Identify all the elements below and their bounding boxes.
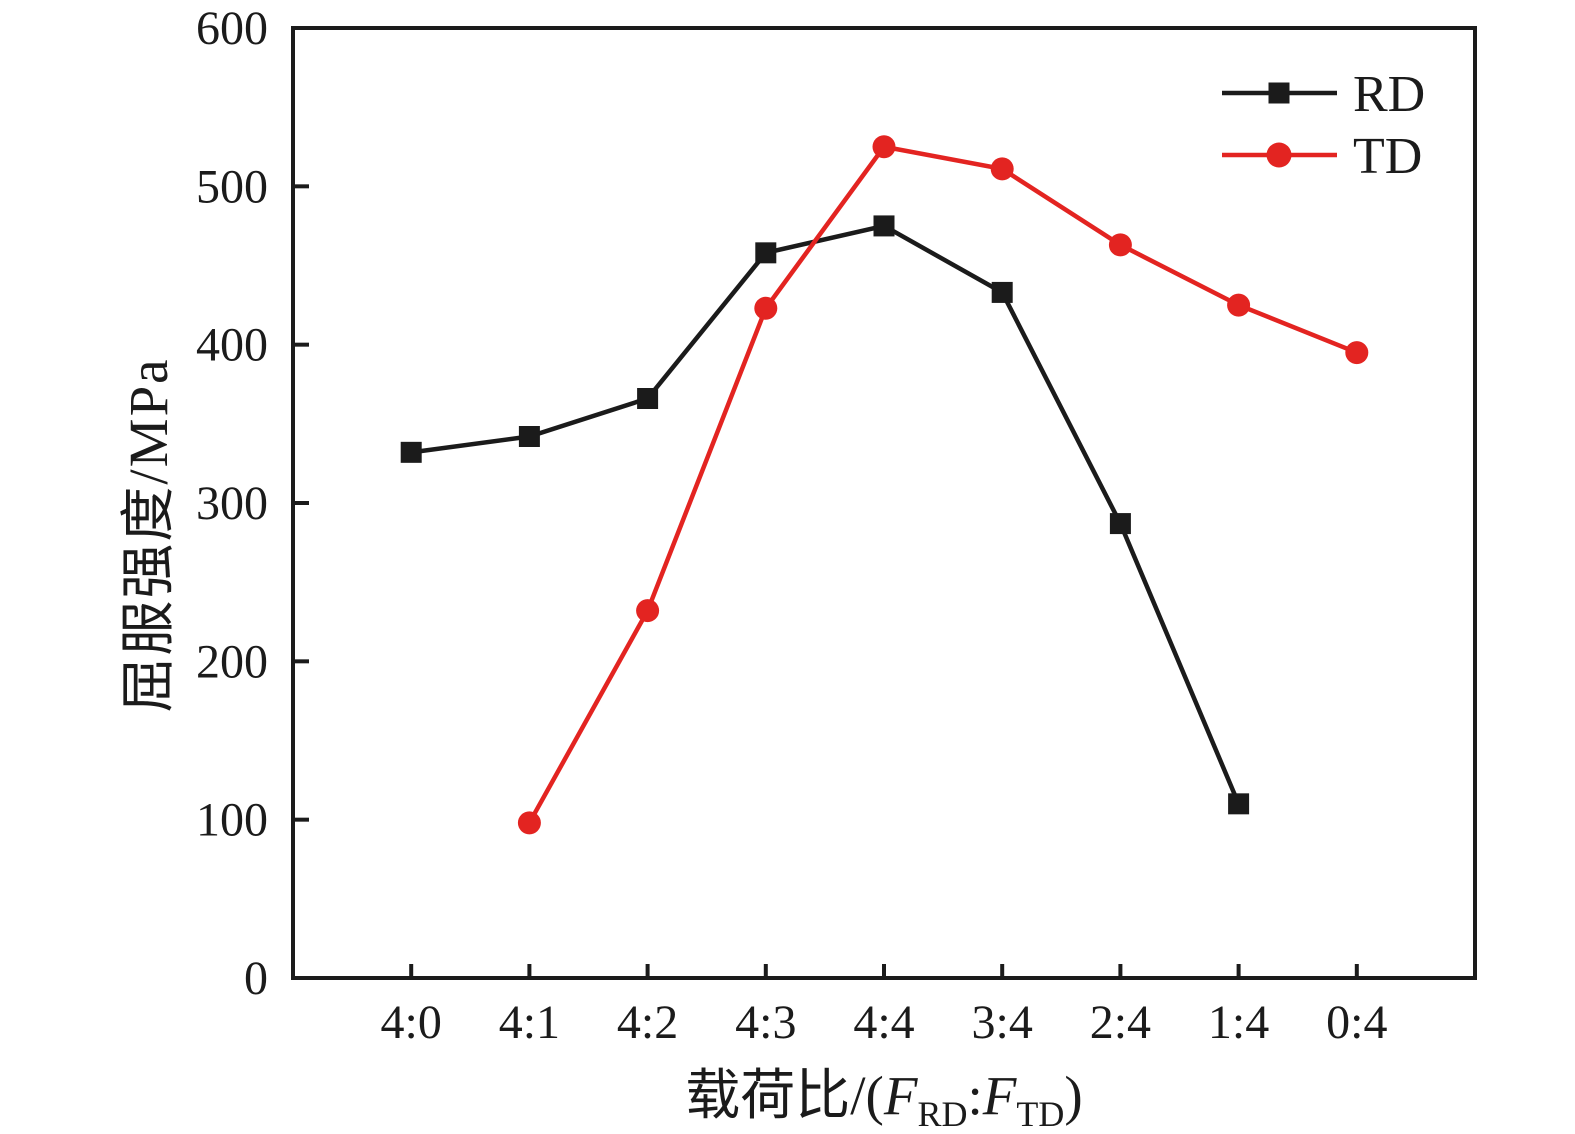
y-tick-label: 500 [196,160,268,213]
x-title-f-td: F [982,1065,1017,1126]
series-TD-marker [517,811,541,835]
plot-frame [291,26,1477,980]
y-axis-title: 屈服强度/MPa [118,357,179,713]
series-TD-marker [1108,233,1132,257]
series-TD-line [527,144,1358,824]
series-TD-marker [754,296,778,320]
x-axis-title: 载荷比/(FRD:FTD) [685,1050,1082,1134]
x-title-suffix: ) [1064,1065,1083,1126]
x-tick-label: 0:4 [1326,996,1387,1049]
x-tick-label: 4:1 [499,996,560,1049]
y-tick-label: 600 [196,2,268,55]
series-RD-marker [873,215,895,237]
series-RD-marker [1109,513,1131,535]
y-tick-label: 300 [196,477,268,530]
series-TD-marker [1227,293,1251,317]
series-TD-marker [1345,341,1369,365]
series-RD-marker [400,441,422,463]
x-tick-label: 4:2 [617,996,678,1049]
legend-TD-label: TD [1353,128,1422,185]
x-tick-label: 3:4 [972,996,1033,1049]
series-RD-marker [755,242,777,264]
series-TD-marker [990,157,1014,181]
x-tick-label: 2:4 [1090,996,1151,1049]
series-TD-marker [872,135,896,159]
series-RD-marker [991,281,1013,303]
y-tick-label: 400 [196,319,268,372]
x-title-prefix: 载荷比/( [685,1065,884,1126]
series-RD-line [410,223,1241,805]
x-tick-label: 4:4 [853,996,914,1049]
x-tick-label: 4:3 [735,996,796,1049]
series-RD-marker [518,426,540,447]
series-RD-marker [637,388,659,409]
series-TD-marker [636,599,660,623]
x-title-f-rd: F [883,1065,918,1126]
x-title-colon: : [967,1065,983,1126]
legend-RD-label: RD [1353,66,1425,123]
y-tick-label: 0 [244,952,268,1005]
y-tick-label: 200 [196,635,268,688]
x-tick-label: 1:4 [1208,996,1269,1049]
legend-RD-marker [1268,82,1290,104]
x-title-sub-td: TD [1016,1094,1065,1134]
legend-TD-marker [1266,142,1292,168]
series-RD-marker [1228,793,1250,815]
x-title-sub-rd: RD [917,1094,968,1134]
x-tick-label: 4:0 [381,996,442,1049]
y-tick-label: 100 [196,794,268,847]
